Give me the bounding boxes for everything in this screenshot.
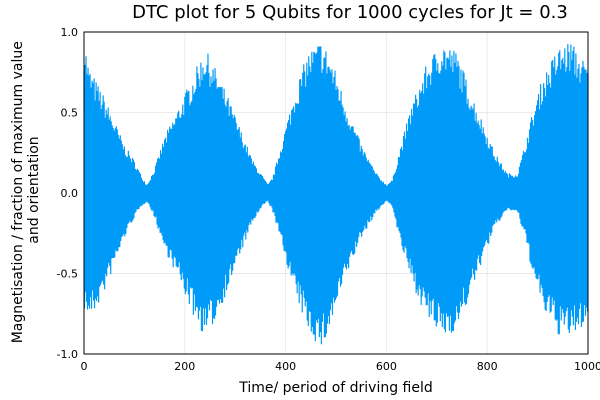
- y-tick-label: -0.5: [57, 268, 78, 281]
- y-tick-label: 0.0: [61, 187, 79, 200]
- chart-title: DTC plot for 5 Qubits for 1000 cycles fo…: [132, 2, 568, 23]
- x-axis-ticks: 0 200 400 600 800 1000: [81, 360, 600, 373]
- x-tick-label: 400: [275, 360, 296, 373]
- y-tick-label: 0.5: [61, 107, 79, 120]
- plot-frame: [83, 31, 589, 355]
- x-tick-label: 0: [81, 360, 88, 373]
- x-tick-label: 800: [477, 360, 498, 373]
- y-axis-label: Magnetisation / fraction of maximum valu…: [10, 37, 42, 344]
- y-axis-ticks: -1.0 -0.5 0.0 0.5 1.0: [57, 26, 78, 361]
- x-axis-label: Time/ period of driving field: [238, 380, 433, 396]
- x-tick-label: 600: [376, 360, 397, 373]
- x-tick-label: 1000: [574, 360, 600, 373]
- series-line: [83, 43, 589, 345]
- y-axis-label-line-1: Magnetisation / fraction of maximum valu…: [10, 41, 26, 343]
- y-tick-label: 1.0: [61, 26, 79, 39]
- x-tick-label: 200: [174, 360, 195, 373]
- series-magnetisation: [83, 43, 589, 345]
- y-axis-label-line-2: and orientation: [26, 136, 42, 243]
- y-tick-label: -1.0: [57, 348, 78, 361]
